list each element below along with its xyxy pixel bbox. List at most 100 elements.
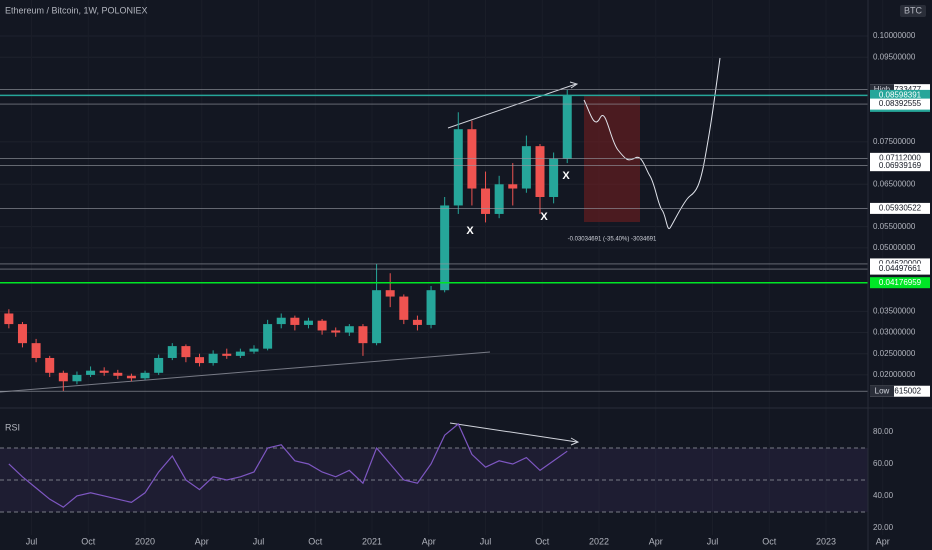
candle-body <box>521 146 531 189</box>
currency: BTC <box>904 5 923 15</box>
x-tick-label: Apr <box>649 536 663 546</box>
candle-body <box>31 343 41 358</box>
level-label: 0.06939169 <box>879 161 922 170</box>
x-tick-label: 2020 <box>135 536 155 546</box>
level-label: 0.08392555 <box>879 99 922 108</box>
annotation: X <box>562 170 570 182</box>
candle-body <box>426 290 436 325</box>
candle-body <box>412 319 422 325</box>
candle-body <box>317 320 327 331</box>
arrow-head <box>570 437 580 446</box>
candle-body <box>263 324 273 349</box>
level-box <box>870 84 930 96</box>
trend-line <box>0 351 491 393</box>
plot <box>0 89 868 508</box>
x-tick-label: Oct <box>308 536 323 546</box>
candle-body <box>535 146 545 197</box>
x-tick-label: Apr <box>876 536 890 546</box>
annotation: X <box>466 225 474 237</box>
y-tick-label: 0.03000000 <box>873 328 916 337</box>
candle-body <box>167 346 177 358</box>
measure-label: -0.03034691 (-35.40%) -3034691 <box>568 237 657 243</box>
level-box <box>870 160 930 172</box>
candle-body <box>86 370 96 375</box>
level-box <box>870 277 930 289</box>
y-tick-label: 20.00 <box>873 523 894 532</box>
level-label: 0.04176959 <box>879 278 922 287</box>
candle-body <box>58 372 68 382</box>
candle-body <box>494 184 504 214</box>
candle-body <box>467 129 477 189</box>
candle-body <box>208 353 218 364</box>
y-tick-label: 0.10000000 <box>873 31 916 40</box>
y-tick-label: 0.07500000 <box>873 137 916 146</box>
candle-body <box>140 372 150 379</box>
candle-body <box>276 317 286 325</box>
x-tick-label: 2023 <box>816 536 836 546</box>
candle-body <box>303 320 313 325</box>
y-tick-label: 40.00 <box>873 491 894 500</box>
candle-body <box>385 290 395 297</box>
level-label: 0.01615002 <box>879 386 922 395</box>
candle-body <box>195 357 205 364</box>
rsi-title: RSI <box>5 422 20 432</box>
x-tick-label: Apr <box>422 536 436 546</box>
rsi-line <box>8 423 568 508</box>
candle-body <box>549 158 559 197</box>
arrow-head <box>569 81 579 89</box>
x-tick-label: 2022 <box>589 536 609 546</box>
x-tick-label: Apr <box>195 536 209 546</box>
candle-body <box>331 330 341 333</box>
tag-box <box>870 84 894 96</box>
candle-body <box>45 357 55 373</box>
candle-body <box>17 324 27 344</box>
measure-box <box>584 96 640 222</box>
candle-body <box>399 296 409 320</box>
x-tick-label: Jul <box>26 536 38 546</box>
candle-body <box>235 351 245 356</box>
candle-body <box>249 348 259 352</box>
level-tag: High <box>874 85 890 94</box>
candle-body <box>562 95 572 159</box>
candle-body <box>4 313 14 325</box>
candle-body <box>113 372 123 376</box>
level-label: 0.08733477 <box>879 85 922 94</box>
candle-body <box>440 205 450 291</box>
y-tick-label: 0.03500000 <box>873 306 916 315</box>
y-tick-label: 0.09500000 <box>873 52 916 61</box>
level-label: 0.08598391 <box>879 90 922 99</box>
level-box <box>870 98 930 110</box>
candle-body <box>181 346 191 358</box>
candle-body <box>358 326 368 344</box>
level-label: 0.04497661 <box>879 264 922 273</box>
x-tick-label: Jul <box>253 536 265 546</box>
level-box <box>870 152 930 164</box>
level-label: 0.04620000 <box>879 259 922 268</box>
x-tick-label: 2021 <box>362 536 382 546</box>
candle-body <box>481 188 491 214</box>
y-tick-label: 0.02500000 <box>873 349 916 358</box>
y-tick-label: 0.02000000 <box>873 370 916 379</box>
x-tick-label: Oct <box>762 536 777 546</box>
candle-body <box>453 129 463 206</box>
projection-path <box>583 57 721 230</box>
currency-box <box>900 5 926 17</box>
y-tick-label: 60.00 <box>873 459 894 468</box>
candle-body <box>154 357 164 373</box>
y-tick-label: 0.05500000 <box>873 222 916 231</box>
candle-body <box>344 326 354 333</box>
level-box <box>870 202 930 214</box>
candle-body <box>222 353 232 356</box>
candle-body <box>99 370 109 373</box>
candle-body <box>372 290 382 344</box>
x-tick-label: Jul <box>707 536 719 546</box>
x-tick-label: Oct <box>535 536 550 546</box>
candle-body <box>126 375 136 379</box>
y-tick-label: 80.00 <box>873 427 894 436</box>
divergence-arrow <box>447 83 577 129</box>
x-tick-label: Oct <box>81 536 96 546</box>
candle-body <box>290 317 300 325</box>
candle-body <box>508 184 518 189</box>
